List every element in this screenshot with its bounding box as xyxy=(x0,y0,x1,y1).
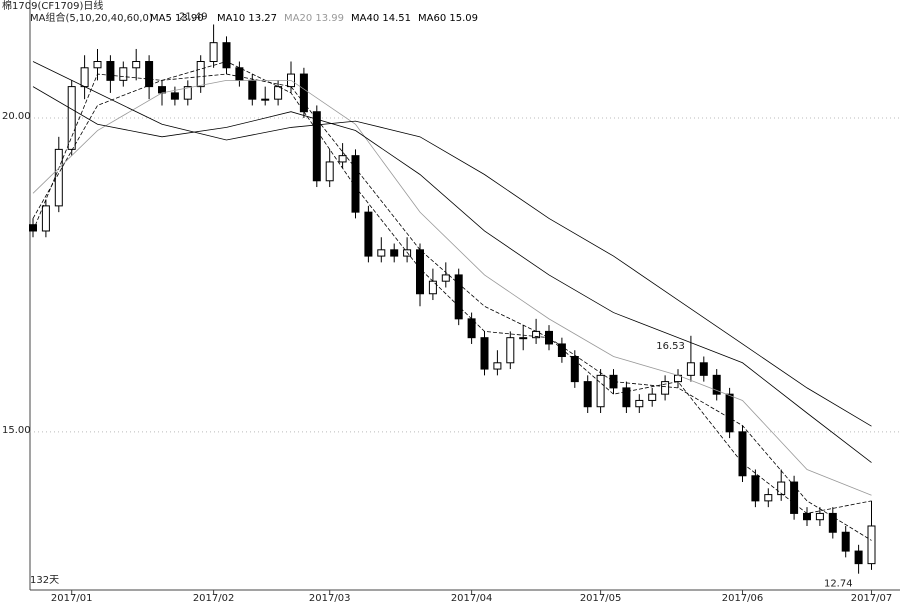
x-tick-label: 2017/04 xyxy=(451,593,493,604)
candle-body xyxy=(93,61,102,69)
candle-body xyxy=(248,79,257,100)
candle-body xyxy=(312,111,321,182)
candle-body xyxy=(454,274,463,320)
candle-body xyxy=(235,67,244,81)
candle-body xyxy=(351,155,360,213)
legend-name: MA5 xyxy=(150,13,172,24)
candle-body xyxy=(338,155,347,163)
candle-body xyxy=(183,86,192,100)
candle-body xyxy=(699,362,708,376)
candle-body xyxy=(764,494,773,502)
legend-entry: MA5 13.90 xyxy=(150,13,204,24)
candle-body xyxy=(364,211,373,257)
candle-body xyxy=(648,393,657,401)
candle-body xyxy=(416,249,424,295)
candle-body xyxy=(196,61,205,88)
legend-entry: MA60 15.09 xyxy=(418,13,478,24)
candle-body xyxy=(622,387,631,408)
candle-body xyxy=(712,374,721,395)
candle-body xyxy=(661,381,670,395)
legend-entry: MA40 14.51 xyxy=(351,13,411,24)
candle-body xyxy=(274,86,283,100)
candle-body xyxy=(570,356,579,383)
x-tick-label: 2017/06 xyxy=(722,593,764,604)
candle-body xyxy=(738,431,747,477)
candle-body xyxy=(106,61,115,81)
x-tick-label: 2017/03 xyxy=(309,593,351,604)
legend-name: MA10 xyxy=(217,13,245,24)
candle-body xyxy=(41,205,50,232)
candle-body xyxy=(803,512,811,521)
legend-entry: MA10 13.27 xyxy=(217,13,277,24)
candle-body xyxy=(119,67,128,81)
candle-body xyxy=(635,399,644,408)
chart-subtitle: MA组合(5,10,20,40,60,0) xyxy=(30,11,153,24)
candle-body xyxy=(725,393,734,433)
x-tick-label: 2017/07 xyxy=(851,593,893,604)
ma-line xyxy=(32,61,872,427)
ma-line xyxy=(32,61,872,514)
candle-body xyxy=(493,362,502,370)
candle-body xyxy=(325,161,334,182)
candle-body xyxy=(67,86,76,150)
candle-body xyxy=(80,67,89,88)
legend-name: MA40 xyxy=(351,13,379,24)
candle-body xyxy=(209,42,218,63)
candle-body xyxy=(583,381,592,408)
extreme-label: 12.74 xyxy=(824,579,853,590)
candle-body xyxy=(506,337,515,364)
candle-body xyxy=(158,86,166,94)
candle-body xyxy=(261,98,270,101)
ma-line xyxy=(32,73,872,541)
candle-body xyxy=(751,475,760,502)
candle-body xyxy=(54,148,63,207)
candle-body xyxy=(377,249,386,257)
y-tick-label: 15.00 xyxy=(2,425,31,436)
x-tick-label: 2017/02 xyxy=(193,593,235,604)
x-tick-label: 2017/05 xyxy=(580,593,622,604)
candle-body xyxy=(777,481,786,496)
candle-body xyxy=(596,374,605,408)
period-label: 132天 xyxy=(30,575,59,586)
candle-body xyxy=(815,512,824,521)
legend-name: MA20 xyxy=(284,13,312,24)
x-tick-label: 2017/01 xyxy=(51,593,93,604)
candle-body xyxy=(867,525,876,565)
candle-body xyxy=(828,512,837,533)
candle-body xyxy=(519,337,528,340)
y-tick-label: 20.00 xyxy=(2,111,31,122)
extreme-label: 16.53 xyxy=(656,341,685,352)
extreme-label: 21.49 xyxy=(179,11,208,22)
chart-title: 棉1709(CF1709)日线 xyxy=(2,0,103,12)
candle-body xyxy=(170,92,179,100)
legend-value: 15.09 xyxy=(449,13,478,24)
candle-body xyxy=(557,343,566,358)
candle-body xyxy=(686,362,695,376)
legend-value: 13.90 xyxy=(175,13,204,24)
candle-body xyxy=(441,274,450,282)
legend-value: 13.99 xyxy=(315,13,344,24)
legend-value: 13.27 xyxy=(248,13,277,24)
candle-body xyxy=(132,61,141,69)
candle-body xyxy=(222,42,231,69)
candle-body xyxy=(790,481,799,514)
candle-body xyxy=(854,550,863,565)
legend-name: MA60 xyxy=(418,13,446,24)
candle-body xyxy=(145,61,154,88)
ma-line xyxy=(32,86,872,463)
ma-line xyxy=(32,79,872,496)
candle-body xyxy=(841,531,850,552)
legend-entry: MA20 13.99 xyxy=(284,13,344,24)
candle-body xyxy=(390,249,399,257)
candle-body xyxy=(480,337,489,370)
legend-value: 14.51 xyxy=(382,13,411,24)
